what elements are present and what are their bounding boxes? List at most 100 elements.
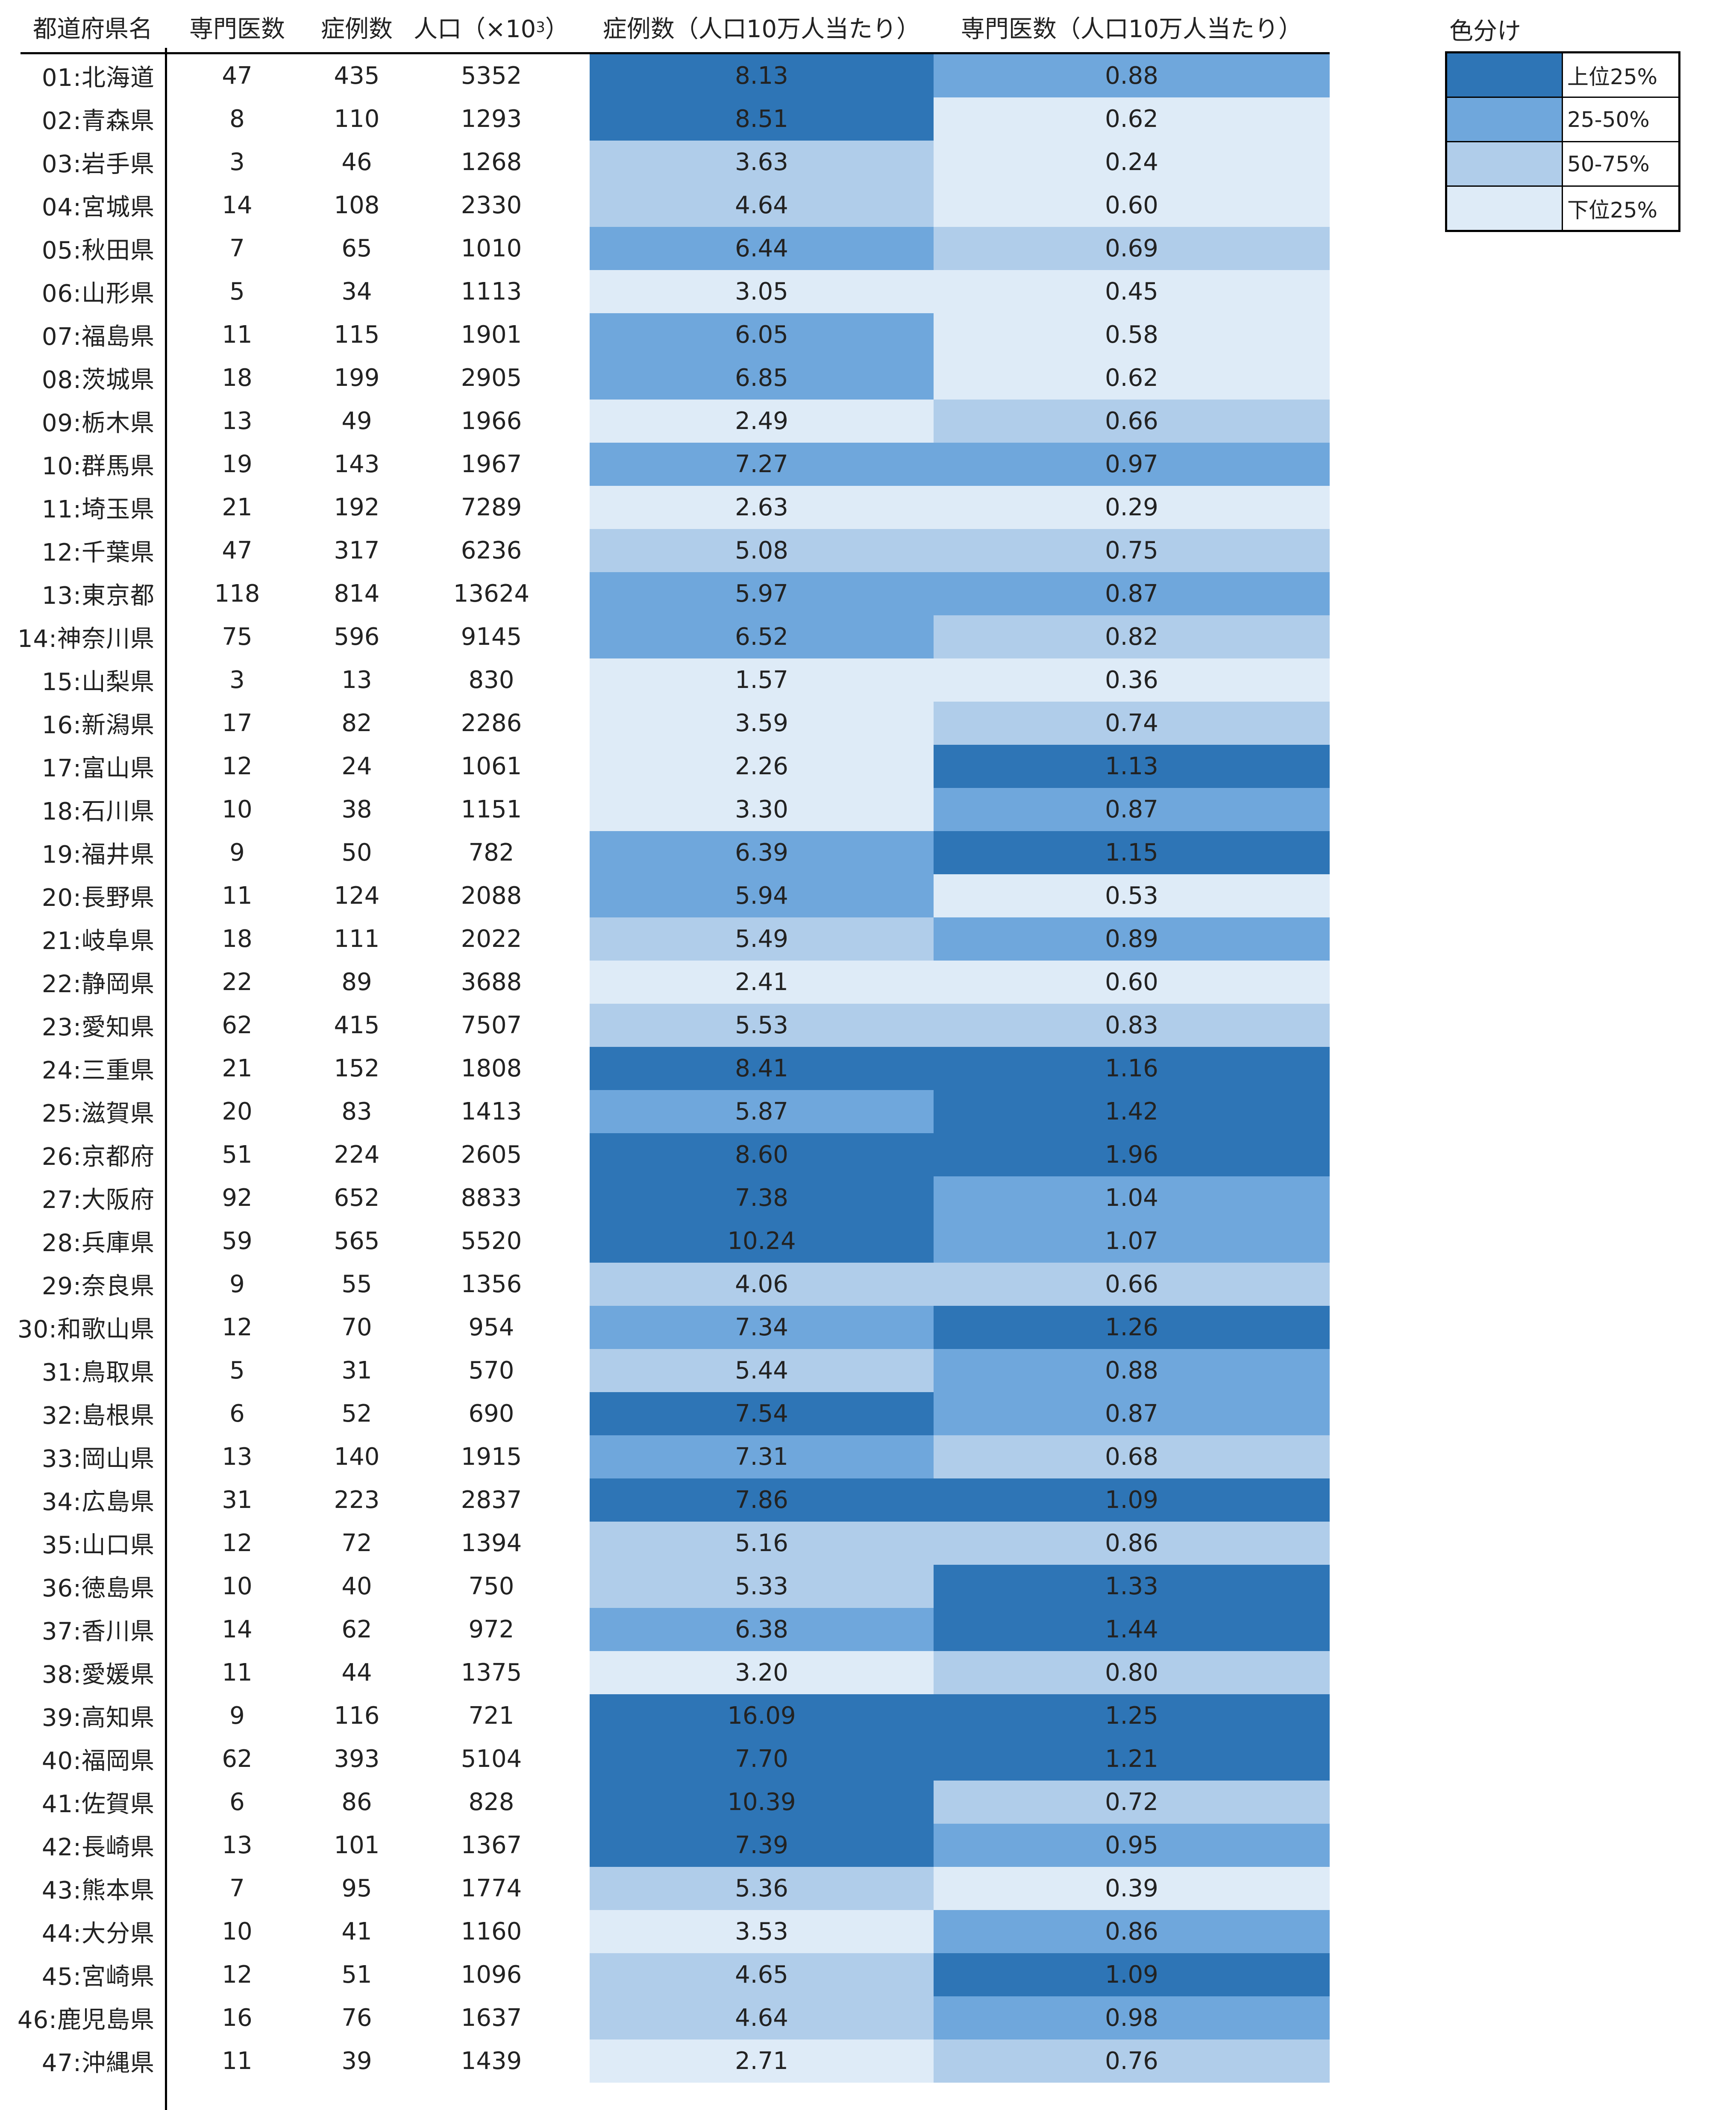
specialists-cell: 92 (222, 1184, 253, 1212)
specialist-rate-cell: 1.16 (934, 1047, 1330, 1090)
case-rate-cell: 5.16 (590, 1522, 934, 1565)
header-population-text: 人口（×10 (414, 15, 536, 43)
cases-cell: 39 (341, 2047, 372, 2075)
prefecture-name-cell: 39:高知県 (41, 1704, 155, 1732)
case-rate-cell: 5.94 (590, 874, 934, 917)
prefecture-name-cell: 17:富山県 (41, 755, 155, 782)
case-rate-cell: 7.70 (590, 1737, 934, 1781)
specialist-rate-cell: 0.88 (934, 54, 1330, 97)
case-rate-cell: 10.24 (590, 1220, 934, 1263)
specialists-cell: 8 (229, 105, 245, 133)
specialist-rate-cell: 0.86 (934, 1522, 1330, 1565)
legend-swatch-q1 (1447, 53, 1563, 97)
specialist-rate-cell: 1.15 (934, 831, 1330, 874)
header-population: 人口（×10 3） (410, 0, 573, 54)
population-cell: 1268 (461, 148, 522, 176)
specialist-rate-cell: 0.82 (934, 615, 1330, 658)
population-cell: 7289 (461, 494, 522, 521)
header-case-rate: 症例数（人口10万人当たり） (602, 15, 921, 43)
prefecture-name-cell: 21:岐阜県 (41, 927, 155, 955)
case-rate-cell: 8.60 (590, 1133, 934, 1176)
case-rate-cell: 5.33 (590, 1565, 934, 1608)
specialist-rate-cell: 1.07 (934, 1220, 1330, 1263)
specialist-rate-cell: 0.72 (934, 1781, 1330, 1824)
prefecture-name-cell: 15:山梨県 (41, 668, 155, 696)
specialist-rate-cell: 0.95 (934, 1824, 1330, 1867)
prefecture-name-cell: 06:山形県 (41, 280, 155, 308)
population-cell: 1061 (461, 752, 522, 780)
case-rate-cell: 8.51 (590, 97, 934, 141)
legend-label: 25-50% (1567, 107, 1650, 132)
specialist-rate-cell: 0.86 (934, 1910, 1330, 1953)
specialist-rate-cell: 1.04 (934, 1176, 1330, 1220)
prefecture-name-cell: 24:三重県 (41, 1057, 155, 1084)
cases-cell: 70 (341, 1314, 372, 1341)
cases-cell: 41 (341, 1918, 372, 1945)
specialists-cell: 14 (222, 1616, 253, 1643)
specialist-rate-cell: 0.87 (934, 788, 1330, 831)
specialists-cell: 59 (222, 1227, 253, 1255)
prefecture-name-cell: 33:岡山県 (41, 1445, 155, 1473)
legend-label: 上位25% (1567, 64, 1658, 89)
case-rate-cell: 16.09 (590, 1694, 934, 1737)
cases-cell: 34 (341, 278, 372, 306)
prefecture-name-cell: 31:鳥取県 (41, 1359, 155, 1387)
case-rate-cell: 7.86 (590, 1478, 934, 1522)
case-rate-cell: 7.31 (590, 1435, 934, 1478)
case-rate-cell: 2.26 (590, 745, 934, 788)
population-cell: 2837 (461, 1486, 522, 1514)
prefecture-name-cell: 32:島根県 (41, 1402, 155, 1430)
population-cell: 1901 (461, 321, 522, 349)
specialists-cell: 10 (222, 1572, 253, 1600)
specialist-rate-cell: 1.21 (934, 1737, 1330, 1781)
specialist-rate-cell: 0.74 (934, 702, 1330, 745)
specialists-cell: 11 (222, 882, 253, 910)
legend-row: 上位25% (1447, 53, 1678, 97)
population-cell: 750 (468, 1572, 514, 1600)
prefecture-name-cell: 36:徳島県 (41, 1575, 155, 1602)
population-cell: 1160 (461, 1918, 522, 1945)
cases-cell: 55 (341, 1270, 372, 1298)
population-cell: 3688 (461, 968, 522, 996)
header-divider (21, 52, 1330, 54)
prefecture-name-cell: 16:新潟県 (41, 711, 155, 739)
specialists-cell: 6 (229, 1788, 245, 1816)
prefecture-name-cell: 26:京都府 (41, 1143, 155, 1171)
specialists-cell: 11 (222, 2047, 253, 2075)
specialist-rate-cell: 1.44 (934, 1608, 1330, 1651)
prefecture-name-cell: 29:奈良県 (41, 1272, 155, 1300)
specialists-cell: 5 (229, 1357, 245, 1384)
vertical-divider (165, 48, 167, 2110)
cases-cell: 31 (341, 1357, 372, 1384)
population-cell: 570 (468, 1357, 514, 1384)
specialists-cell: 19 (222, 450, 253, 478)
population-cell: 1151 (461, 796, 522, 823)
specialist-rate-cell: 0.62 (934, 356, 1330, 400)
specialist-rate-cell: 0.58 (934, 313, 1330, 356)
cases-cell: 415 (334, 1011, 380, 1039)
case-rate-cell: 6.38 (590, 1608, 934, 1651)
cases-cell: 192 (334, 494, 380, 521)
population-cell: 2605 (461, 1141, 522, 1169)
prefecture-name-cell: 20:長野県 (41, 884, 155, 912)
specialists-cell: 22 (222, 968, 253, 996)
case-rate-cell: 4.64 (590, 184, 934, 227)
prefecture-name-cell: 38:愛媛県 (41, 1661, 155, 1689)
prefecture-name-cell: 13:東京都 (41, 582, 155, 610)
specialist-rate-cell: 1.09 (934, 1478, 1330, 1522)
cases-cell: 110 (334, 105, 380, 133)
population-cell: 1774 (461, 1875, 522, 1902)
case-rate-cell: 4.65 (590, 1953, 934, 1996)
prefecture-name-cell: 28:兵庫県 (41, 1229, 155, 1257)
case-rate-cell: 8.13 (590, 54, 934, 97)
case-rate-cell: 5.36 (590, 1867, 934, 1910)
case-rate-cell: 6.05 (590, 313, 934, 356)
specialists-cell: 51 (222, 1141, 253, 1169)
legend-row: 下位25% (1447, 185, 1678, 230)
specialist-rate-cell: 1.13 (934, 745, 1330, 788)
case-rate-cell: 7.34 (590, 1306, 934, 1349)
specialists-cell: 9 (229, 839, 245, 867)
cases-cell: 44 (341, 1659, 372, 1687)
cases-cell: 108 (334, 191, 380, 219)
population-cell: 1439 (461, 2047, 522, 2075)
